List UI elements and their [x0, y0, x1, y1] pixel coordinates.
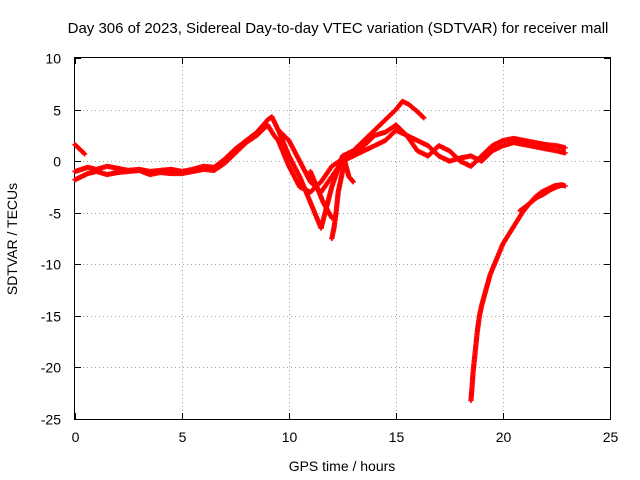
tick-labels: 0 5 10 15 20 25 -25 -20 -15 -10 -5 0 5 10: [41, 51, 619, 446]
series-trace-7: [468, 182, 568, 404]
data-point: [562, 150, 568, 156]
series-trace-5: [329, 158, 356, 242]
y-tick-label: -5: [49, 206, 62, 222]
x-tick-label: 25: [603, 429, 619, 445]
series-trace-6: [307, 168, 335, 221]
y-tick-label: -15: [41, 309, 61, 325]
chart-title: Day 306 of 2023, Sidereal Day-to-day VTE…: [68, 20, 609, 37]
x-tick-label: 20: [496, 429, 512, 445]
data-point: [329, 215, 335, 221]
series-trace-8: [517, 182, 566, 214]
x-tick-label: 15: [389, 429, 405, 445]
data-points: [72, 98, 568, 404]
data-point: [350, 179, 356, 185]
data-point: [421, 115, 427, 121]
y-tick-label: 10: [45, 51, 61, 67]
x-tick-label: 5: [179, 429, 187, 445]
x-tick-label: 10: [282, 429, 298, 445]
axis-ticks: [75, 58, 611, 420]
plot-frame: [74, 57, 611, 420]
data-point: [562, 145, 568, 151]
y-tick-label: -25: [41, 412, 61, 428]
data-point: [560, 182, 566, 188]
x-tick-label: 0: [72, 429, 80, 445]
series-trace-1: [72, 142, 88, 157]
y-tick-label: 0: [53, 154, 61, 170]
series-trace-4: [275, 122, 568, 195]
y-tick-label: 5: [53, 103, 61, 119]
y-tick-label: -10: [41, 257, 61, 273]
x-axis-label: GPS time / hours: [289, 458, 396, 474]
y-axis-label: SDTVAR / TECUs: [4, 183, 20, 295]
series-trace-2: [72, 122, 568, 195]
grid: [75, 58, 610, 419]
y-tick-label: -20: [41, 360, 61, 376]
data-point: [82, 151, 88, 157]
series-trace-3: [72, 98, 427, 231]
